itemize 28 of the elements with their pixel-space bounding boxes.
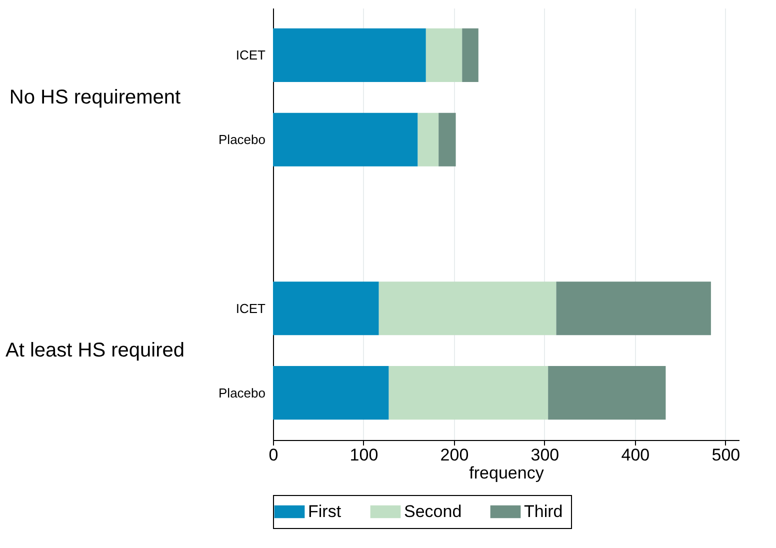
x-tick-label: 0 [268,446,278,464]
bar [273,112,418,166]
bar [548,366,666,420]
text: No HS requirement [9,86,182,108]
y-tick-label: ICET [236,48,266,63]
y-tick-label: ICET [236,300,266,316]
text: At least HS required [6,340,184,362]
bar [273,28,426,82]
legend-label: Second [404,502,462,521]
legend-label: First [308,502,342,521]
bar [462,28,478,82]
x-tick-label: 400 [621,446,650,464]
bar [438,112,456,166]
legend-label: Third [524,502,563,521]
bar [426,28,462,82]
y-tick-label: Placebo [218,385,266,400]
bar [418,112,439,166]
x-tick-label: 100 [350,446,378,464]
x-tick-label: 500 [712,446,740,464]
y-tick-label: Placebo [218,132,266,148]
x-axis-title: frequency [469,464,544,482]
bar [388,366,548,420]
x-tick-label: 300 [530,446,560,464]
x-tick-label: 200 [440,446,469,464]
bar [378,282,556,336]
bar [273,282,379,336]
bar [273,366,389,420]
bar [556,282,711,336]
